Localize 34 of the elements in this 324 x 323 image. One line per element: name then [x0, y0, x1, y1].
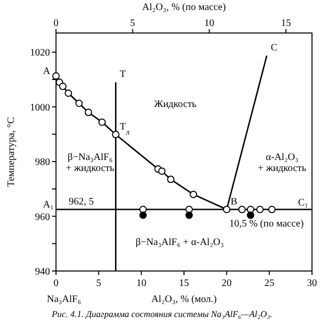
text: Рис. 4.1. Диаграмма состояния системы Na₃AlF₆—Al₂O₃.: [50, 309, 272, 319]
y-tick-label: 1000: [30, 102, 50, 114]
x2-axis-title: Al₂O₃, % (по массе): [142, 2, 226, 13]
annotation: β−Na₃AlF₆ + α-Al₂O₃: [136, 237, 224, 248]
x2-tick-label: 10: [204, 18, 214, 29]
annotation: C: [270, 42, 278, 54]
x-tick-label: 0: [54, 278, 58, 289]
y-tick-label: 940: [35, 266, 50, 278]
annotation: T: [120, 69, 126, 80]
y-tick-label: 1020: [30, 48, 50, 59]
x-tick-label: 15: [179, 278, 189, 289]
x-tick-label: 10: [136, 278, 146, 289]
y-axis-title: Температура, °C: [6, 116, 17, 187]
x-tick-label: 30: [307, 278, 317, 289]
annotation: T$_{л}$: [120, 121, 130, 136]
annotation: 10,5 % (по массе): [229, 218, 304, 230]
x-axis-title: Al₂O₃, % (мол.): [151, 294, 217, 305]
annotation: C₁: [298, 197, 308, 208]
text: Na₃AlF₆: [46, 294, 82, 305]
x-tick-label: 20: [222, 278, 232, 289]
annotation: A₁: [43, 199, 54, 210]
annotation: Жидкость: [154, 98, 197, 110]
y-tick-label: 960: [35, 212, 50, 223]
y-tick-label: 980: [35, 157, 50, 168]
x2-tick-label: 15: [280, 18, 291, 29]
x2-tick-label: 0: [54, 18, 58, 29]
x-tick-label: 5: [96, 278, 102, 289]
x-tick-label: 25: [264, 278, 274, 289]
annotation: A: [43, 66, 51, 77]
annotation: 962, 5: [68, 196, 94, 208]
annotation: α-Al₂O₃ + жидкость: [258, 152, 307, 174]
annotation: B: [230, 196, 238, 208]
x2-tick-label: 5: [130, 18, 136, 29]
annotation: β−Na₃AlF₆ + жидкость: [66, 152, 115, 174]
